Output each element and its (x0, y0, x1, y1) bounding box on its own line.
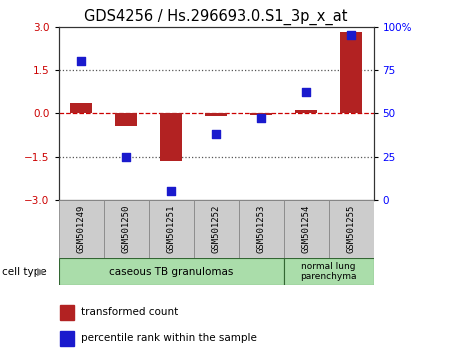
Bar (115, 113, 137, 126)
Text: GSM501255: GSM501255 (346, 205, 356, 253)
Text: GSM501252: GSM501252 (212, 205, 220, 253)
Point (122, 154, 130, 159)
Point (77, 58, 85, 64)
Point (167, 188, 175, 194)
Text: GSM501249: GSM501249 (76, 205, 86, 253)
Point (302, 90, 310, 95)
Text: GSM501250: GSM501250 (122, 205, 130, 253)
Bar (160, 113, 182, 161)
Point (257, 116, 265, 121)
Text: GSM501251: GSM501251 (166, 205, 176, 253)
Bar (295, 110, 317, 113)
Bar (60, 305, 74, 320)
Text: ▶: ▶ (36, 267, 45, 277)
Bar (104, 200, 148, 258)
Bar (284, 200, 328, 258)
Bar (194, 200, 238, 258)
Bar (328, 200, 374, 258)
Bar (148, 200, 194, 258)
Point (212, 131, 220, 137)
Bar (250, 113, 272, 115)
Bar (284, 258, 374, 285)
Text: cell type: cell type (2, 267, 47, 277)
Text: percentile rank within the sample: percentile rank within the sample (81, 333, 257, 343)
Text: GSM501253: GSM501253 (256, 205, 266, 253)
Title: GDS4256 / Hs.296693.0.S1_3p_x_at: GDS4256 / Hs.296693.0.S1_3p_x_at (84, 9, 348, 25)
Bar (58, 258, 284, 285)
Bar (340, 32, 362, 113)
Text: GSM501254: GSM501254 (302, 205, 310, 253)
Bar (70, 103, 92, 113)
Bar (60, 331, 74, 346)
Bar (238, 200, 284, 258)
Text: caseous TB granulomas: caseous TB granulomas (109, 267, 233, 277)
Text: normal lung
parenchyma: normal lung parenchyma (300, 262, 357, 281)
Point (347, 33, 355, 38)
Bar (205, 113, 227, 116)
Bar (58, 200, 104, 258)
Text: transformed count: transformed count (81, 307, 179, 317)
